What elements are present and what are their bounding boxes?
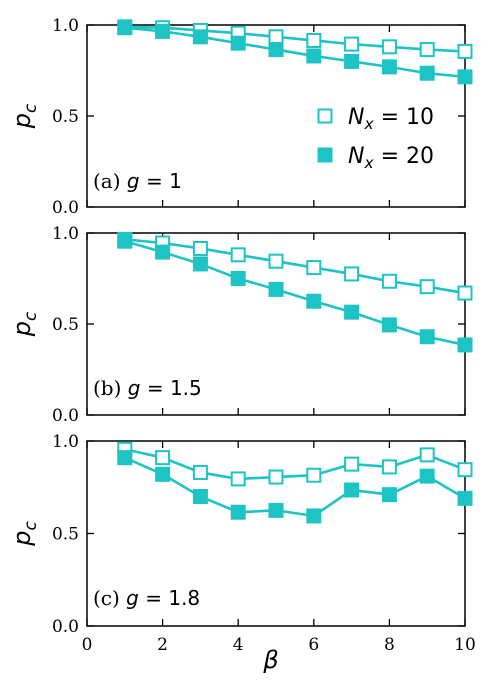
data-point <box>419 279 435 295</box>
y-tick-label: 0.0 <box>52 406 79 426</box>
data-point <box>381 59 397 75</box>
series-line-nx20 <box>124 456 466 518</box>
data-point <box>457 462 473 478</box>
data-point <box>155 466 171 482</box>
data-point <box>306 32 322 48</box>
data-point <box>457 285 473 301</box>
data-point <box>117 450 133 466</box>
data-point <box>457 337 473 353</box>
data-point <box>344 36 360 52</box>
data-point <box>117 20 133 36</box>
data-point <box>306 260 322 276</box>
data-point <box>419 65 435 81</box>
y-axis-label: pc <box>8 312 40 337</box>
data-point <box>457 490 473 506</box>
panel-c: 0 2 4 6 8 10 0.0 0.5 1.0 pc (c) g = 1.8 β <box>8 432 476 674</box>
series-line-nx20 <box>124 239 466 347</box>
y-tick-label: 0.0 <box>52 198 79 218</box>
data-point <box>268 502 284 518</box>
data-point <box>192 29 208 45</box>
x-tick-label: 2 <box>157 635 168 655</box>
series-line-nx20 <box>124 26 466 79</box>
data-point <box>381 39 397 55</box>
data-point <box>306 293 322 309</box>
data-point <box>381 487 397 503</box>
data-point <box>117 233 133 249</box>
data-point <box>230 247 246 263</box>
data-point <box>419 329 435 345</box>
series-line-nx10 <box>124 25 466 53</box>
data-point <box>419 42 435 58</box>
panel-b: 0.0 0.5 1.0 pc (b) g = 1.5 <box>8 224 473 426</box>
legend-entry: Nx = 10 <box>348 105 434 133</box>
data-point <box>155 23 171 39</box>
data-point <box>268 281 284 297</box>
data-point <box>268 469 284 485</box>
y-tick-label: 0.5 <box>52 107 79 127</box>
y-axis-label: pc <box>8 521 40 546</box>
data-point <box>457 43 473 59</box>
data-point <box>419 468 435 484</box>
x-axis-label: β <box>262 646 278 674</box>
y-tick-label: 0.0 <box>52 617 79 637</box>
series-line-nx10 <box>124 448 466 481</box>
data-point <box>230 504 246 520</box>
data-point <box>192 489 208 504</box>
data-point <box>192 256 208 272</box>
data-point <box>155 244 171 260</box>
y-tick-label: 1.0 <box>52 224 79 244</box>
x-tick-label: 6 <box>308 635 319 655</box>
x-tick-label: 4 <box>233 635 244 655</box>
data-point <box>457 69 473 85</box>
x-tick-label: 0 <box>82 635 93 655</box>
data-point <box>381 273 397 289</box>
data-point <box>192 464 208 480</box>
data-point <box>268 42 284 58</box>
data-point <box>306 48 322 64</box>
data-point <box>192 240 208 256</box>
y-tick-label: 0.5 <box>52 315 79 335</box>
data-point <box>268 29 284 45</box>
legend-marker <box>317 147 333 163</box>
data-point <box>344 53 360 69</box>
y-tick-label: 1.0 <box>52 432 79 452</box>
series-line-nx10 <box>124 238 466 295</box>
data-point <box>306 508 322 524</box>
legend-marker <box>317 108 333 124</box>
data-point <box>306 467 322 483</box>
panel-label: (b) g = 1.5 <box>93 376 202 400</box>
panel-label: (c) g = 1.8 <box>93 586 200 610</box>
x-tick-label: 10 <box>454 635 476 655</box>
legend-entry: Nx = 20 <box>348 144 434 172</box>
data-point <box>230 35 246 51</box>
data-point <box>381 317 397 333</box>
data-point <box>155 450 171 466</box>
data-point <box>230 471 246 487</box>
y-tick-label: 0.5 <box>52 525 79 545</box>
data-point <box>419 447 435 463</box>
y-tick-label: 1.0 <box>52 16 79 36</box>
data-point <box>344 304 360 320</box>
data-point <box>344 456 360 472</box>
panel-a: 0.0 0.5 1.0 pc (a) g = 1 Nx = 10 Nx = 20 <box>8 16 473 218</box>
data-point <box>344 266 360 282</box>
data-point <box>268 253 284 269</box>
x-tick-label: 8 <box>384 635 395 655</box>
y-axis-label: pc <box>8 104 40 129</box>
panel-label: (a) g = 1 <box>93 169 182 193</box>
data-point <box>344 482 360 498</box>
data-point <box>230 271 246 286</box>
data-point <box>381 459 397 475</box>
